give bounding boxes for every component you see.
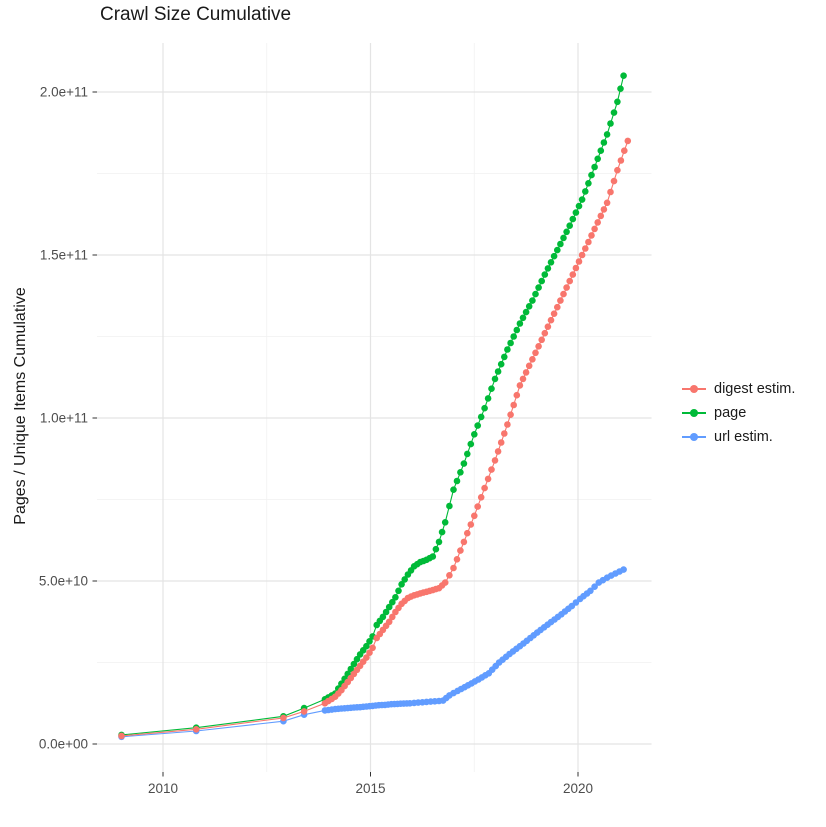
x-tick-label: 2010 — [148, 781, 178, 796]
x-axis: 2010 2015 2020 — [148, 772, 593, 796]
series-page — [118, 72, 627, 739]
legend: digest estim. page url estim. — [682, 381, 795, 445]
legend-dot-swatch — [690, 385, 698, 393]
legend-key-icon — [682, 381, 706, 397]
x-tick-label: 2020 — [563, 781, 593, 796]
y-tick-label: 0.0e+00 — [39, 737, 88, 752]
series-digest-estim- — [118, 137, 632, 740]
y-tick-label: 1.5e+11 — [40, 248, 88, 263]
y-tick-label: 5.0e+10 — [39, 574, 88, 589]
legend-key-icon — [682, 405, 706, 421]
legend-dot-swatch — [690, 409, 698, 417]
grid-minor-lines — [97, 43, 652, 772]
legend-key-icon — [682, 429, 706, 445]
legend-entry-url-estim: url estim. — [682, 429, 795, 445]
chart-title: Crawl Size Cumulative — [100, 4, 292, 25]
x-tick-label: 2015 — [355, 781, 385, 796]
y-tick-label: 1.0e+11 — [40, 411, 88, 426]
y-axis: 0.0e+00 5.0e+10 1.0e+11 1.5e+11 2.0e+11 — [39, 85, 97, 752]
legend-entry-page: page — [682, 405, 795, 421]
series-url-estim- — [118, 566, 627, 741]
grid-major-lines — [97, 43, 652, 772]
legend-label: url estim. — [714, 429, 773, 445]
legend-label: page — [714, 405, 747, 421]
y-tick-label: 2.0e+11 — [40, 85, 88, 100]
legend-entry-digest-estim: digest estim. — [682, 381, 795, 397]
legend-dot-swatch — [690, 433, 698, 441]
legend-label: digest estim. — [714, 381, 796, 397]
